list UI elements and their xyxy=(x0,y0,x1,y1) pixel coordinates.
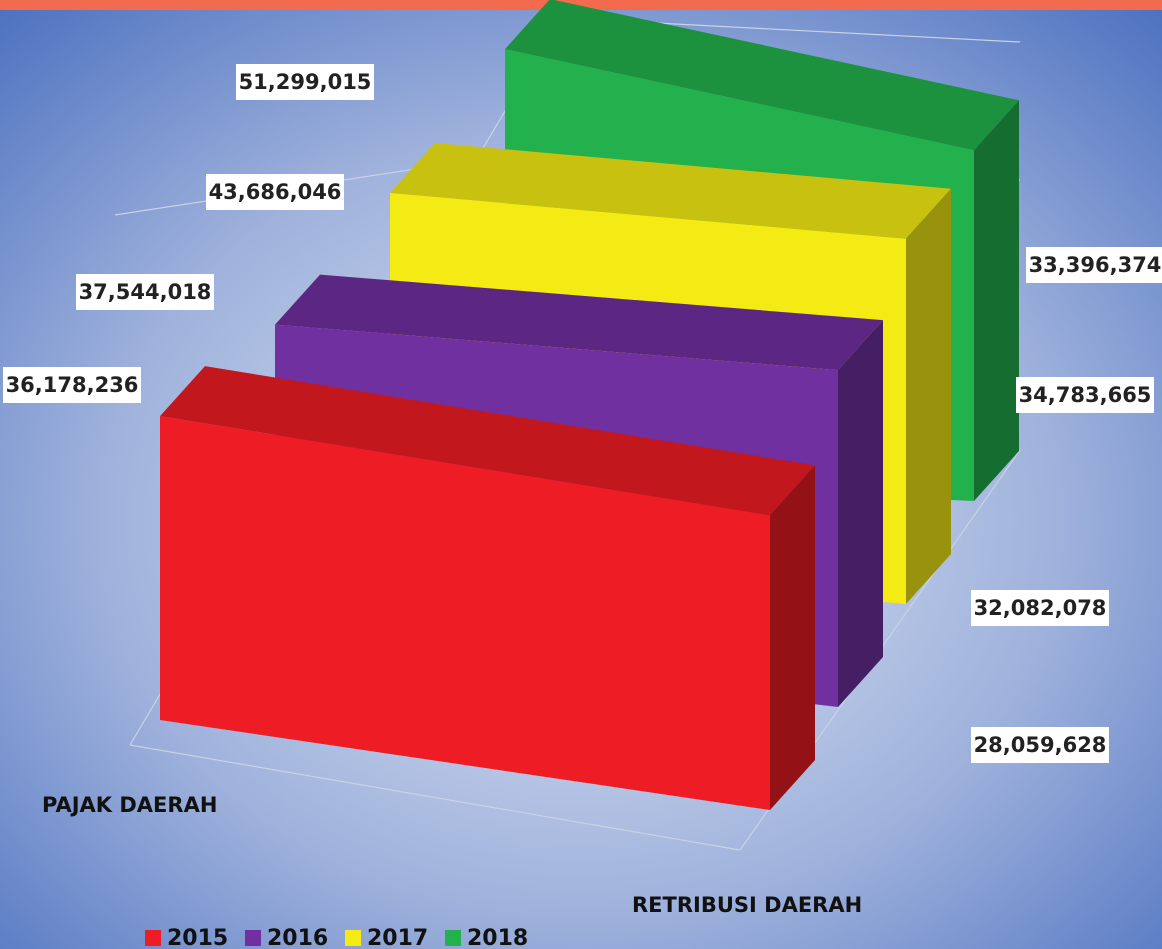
legend-label: 2015 xyxy=(167,926,228,949)
category-label: RETRIBUSI DAERAH xyxy=(632,893,862,917)
data-label-box xyxy=(971,727,1109,763)
data-label: 43,686,046 xyxy=(209,180,342,204)
top-stripe xyxy=(0,0,1162,10)
ribbon-top xyxy=(390,143,951,239)
legend-swatch xyxy=(245,930,261,946)
ribbon-side xyxy=(838,320,883,707)
data-label: 28,059,628 xyxy=(974,733,1107,757)
ribbon-side xyxy=(974,100,1019,502)
ribbon-top xyxy=(160,366,815,516)
legend-swatch xyxy=(445,930,461,946)
data-label: 37,544,018 xyxy=(79,280,212,304)
legend-label: 2017 xyxy=(367,926,428,949)
legend-swatch xyxy=(145,930,161,946)
ribbons xyxy=(160,0,1019,810)
ribbon-side xyxy=(770,465,815,810)
ribbon-side xyxy=(906,188,951,605)
data-label: 36,178,236 xyxy=(6,373,139,397)
data-label: 33,396,374 xyxy=(1029,253,1162,277)
data-label-box xyxy=(206,174,344,210)
data-label: 51,299,015 xyxy=(239,70,372,94)
data-label-box xyxy=(1026,247,1162,283)
labels: 36,178,236 28,059,628 2015 37,544,018 32,082… xyxy=(3,64,1162,949)
legend-swatch xyxy=(345,930,361,946)
data-label: 32,082,078 xyxy=(974,596,1107,620)
ribbon-top xyxy=(505,0,1019,151)
data-label-box xyxy=(971,590,1109,626)
data-label-box xyxy=(3,367,141,403)
data-label: 34,783,665 xyxy=(1019,383,1152,407)
category-label: PAJAK DAERAH xyxy=(42,793,217,817)
ribbon-front xyxy=(160,416,770,810)
legend-label: 2018 xyxy=(467,926,528,949)
ribbon-top xyxy=(275,274,883,371)
data-label-box xyxy=(236,64,374,100)
legend-label: 2016 xyxy=(267,926,328,949)
data-label-box xyxy=(1016,377,1154,413)
data-label-box xyxy=(76,274,214,310)
